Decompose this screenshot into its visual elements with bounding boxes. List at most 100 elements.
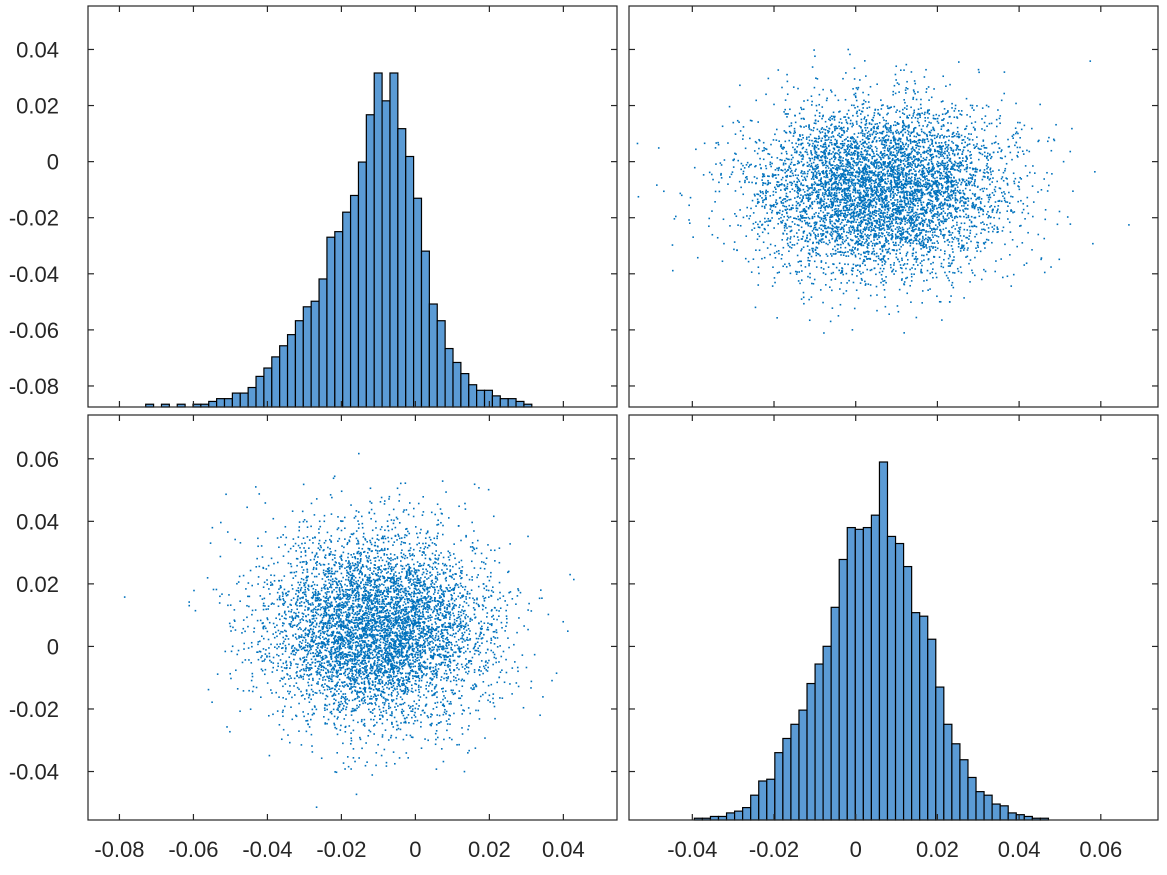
- tl-bar-36: [428, 303, 438, 408]
- tr-point: [937, 152, 940, 155]
- tr-point: [711, 233, 714, 236]
- tr-point: [834, 278, 837, 280]
- tr-point: [949, 205, 952, 208]
- tr-point: [885, 141, 887, 144]
- tr-point: [826, 176, 829, 179]
- tr-point: [880, 212, 883, 214]
- tr-point: [840, 164, 843, 167]
- tr-point: [825, 99, 828, 102]
- tr-point: [949, 115, 951, 118]
- tr-point: [860, 253, 862, 256]
- tr-point: [931, 234, 934, 236]
- tr-point: [849, 140, 852, 142]
- tr-point: [863, 255, 866, 258]
- tr-point: [998, 187, 1001, 189]
- tr-point: [858, 180, 861, 183]
- tr-point: [836, 197, 839, 200]
- tr-point: [862, 145, 865, 147]
- tr-point: [980, 145, 983, 147]
- tr-point: [943, 165, 945, 167]
- tr-point: [862, 182, 864, 185]
- tr-point: [848, 187, 851, 189]
- tr-point: [855, 265, 857, 267]
- tr-point: [817, 216, 820, 218]
- tr-point: [805, 185, 808, 187]
- tr-point: [915, 228, 917, 230]
- tl-ytick-label-2: 0: [47, 150, 59, 175]
- tr-point: [902, 264, 905, 266]
- tr-point: [750, 163, 752, 166]
- tr-point: [839, 272, 842, 274]
- tr-point: [959, 161, 962, 164]
- tr-point: [910, 148, 913, 150]
- tr-point: [712, 178, 714, 181]
- tr-point: [825, 231, 827, 233]
- tr-point: [895, 124, 897, 127]
- tr-point: [987, 166, 989, 168]
- tr-point: [896, 213, 899, 215]
- tr-point: [933, 242, 936, 244]
- tr-point: [758, 249, 761, 252]
- tr-point: [867, 210, 870, 212]
- tr-point: [797, 178, 800, 181]
- tr-point: [831, 214, 834, 216]
- tr-point: [907, 139, 910, 142]
- tr-point: [835, 145, 838, 148]
- tr-point: [913, 181, 915, 183]
- tr-point: [839, 151, 842, 154]
- tr-point: [818, 242, 820, 245]
- tr-point: [853, 207, 856, 209]
- tr-point: [930, 180, 933, 182]
- tr-point: [928, 202, 931, 204]
- tr-point: [822, 301, 824, 304]
- tr-point: [868, 167, 871, 169]
- tr-point: [854, 184, 856, 187]
- tr-point: [830, 164, 832, 166]
- tr-point: [720, 172, 722, 175]
- tr-point: [899, 266, 902, 269]
- tr-point: [762, 192, 764, 195]
- tr-point: [989, 168, 991, 171]
- tr-point: [882, 161, 884, 164]
- tr-point: [906, 197, 908, 200]
- tr-point: [900, 131, 903, 133]
- tr-point: [949, 255, 951, 258]
- tr-point: [891, 203, 894, 205]
- tr-point: [784, 99, 787, 101]
- tr-point: [825, 166, 827, 169]
- tr-point: [898, 186, 901, 189]
- tr-point: [927, 110, 929, 113]
- tr-point: [859, 202, 862, 205]
- tr-point: [782, 204, 784, 207]
- tr-point: [845, 290, 848, 292]
- tr-point: [940, 201, 943, 204]
- tr-point: [952, 131, 955, 134]
- tr-point: [835, 214, 838, 216]
- tr-point: [916, 235, 919, 237]
- tr-point: [822, 229, 824, 232]
- tr-point: [879, 248, 881, 250]
- tr-point: [884, 195, 887, 198]
- tr-point: [953, 164, 956, 167]
- tr-point: [951, 237, 953, 239]
- tr-point: [912, 155, 915, 157]
- tr-point: [953, 153, 956, 156]
- tr-point: [948, 217, 950, 219]
- tr-point: [879, 181, 881, 183]
- tr-point: [806, 240, 809, 243]
- tr-point: [904, 182, 907, 185]
- tr-point: [853, 138, 855, 140]
- tr-point: [767, 179, 769, 182]
- tr-point: [951, 190, 954, 192]
- tr-point: [804, 266, 807, 268]
- tr-point: [767, 224, 769, 227]
- tr-point: [847, 182, 849, 184]
- tr-point: [878, 185, 881, 188]
- tr-point: [832, 253, 835, 255]
- tr-point: [869, 180, 872, 183]
- tr-point: [906, 175, 908, 177]
- tr-point: [965, 182, 968, 185]
- tr-point: [930, 160, 933, 163]
- tr-point: [903, 206, 905, 208]
- tl-bar-21: [310, 300, 320, 408]
